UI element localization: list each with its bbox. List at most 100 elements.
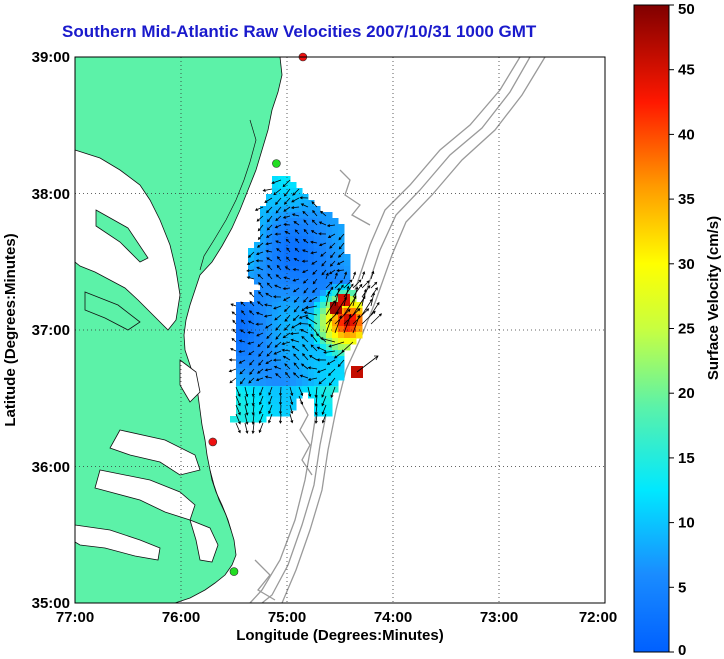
velocity-cell (296, 344, 303, 351)
velocity-arrow (293, 221, 300, 226)
velocity-cell (290, 302, 297, 309)
velocity-cell (296, 356, 303, 363)
velocity-cell (266, 314, 273, 321)
velocity-cell (296, 212, 303, 219)
velocity-arrow (314, 395, 318, 407)
velocity-cell (308, 362, 315, 369)
velocity-cell (308, 326, 315, 333)
velocity-cell (314, 224, 321, 231)
velocity-arrow (248, 310, 255, 316)
velocity-cell (290, 374, 297, 381)
velocity-arrow (273, 365, 282, 370)
velocity-arrow (256, 332, 264, 337)
velocity-cell (308, 296, 315, 303)
velocity-cell (308, 236, 315, 243)
velocity-arrow (244, 404, 249, 416)
velocity-cell (272, 308, 279, 315)
velocity-cell (254, 290, 261, 297)
velocity-cell (236, 368, 243, 375)
velocity-cell (314, 218, 321, 225)
velocity-cell (278, 410, 285, 417)
velocity-cell (284, 320, 291, 327)
velocity-arrow (301, 335, 309, 343)
velocity-cell (284, 296, 291, 303)
velocity-cell (278, 314, 285, 321)
velocity-arrow (274, 341, 282, 348)
velocity-cell (272, 320, 279, 327)
velocity-arrow (302, 353, 309, 361)
velocity-cell (326, 350, 333, 357)
velocity-arrow (257, 301, 264, 307)
velocity-cell (248, 344, 255, 351)
velocity-arrow (244, 413, 249, 425)
velocity-cell (266, 332, 273, 339)
velocity-cell (338, 230, 345, 237)
velocity-arrow (307, 366, 318, 370)
velocity-arrow (247, 331, 255, 335)
velocity-cell (284, 212, 291, 219)
velocity-arrow (283, 276, 291, 280)
velocity-cell (308, 314, 315, 321)
velocity-cell (338, 320, 345, 327)
velocity-cell (308, 218, 315, 225)
velocity-cell (254, 266, 261, 273)
velocity-arrow (352, 279, 362, 289)
velocity-cell (272, 188, 279, 195)
velocity-arrow (352, 308, 370, 325)
velocity-arrow (264, 303, 273, 307)
velocity-cell (326, 374, 333, 381)
velocity-cell (290, 290, 297, 297)
velocity-cell (260, 218, 267, 225)
velocity-arrow (338, 233, 345, 241)
velocity-arrow (307, 386, 312, 398)
velocity-arrow (293, 353, 300, 361)
y-tick-label: 36:00 (32, 459, 70, 476)
velocity-arrow (251, 422, 255, 435)
velocity-arrow (263, 314, 273, 318)
velocity-arrow (274, 224, 282, 229)
velocity-cell (320, 356, 327, 363)
velocity-arrow (247, 320, 255, 325)
velocity-cell (344, 314, 351, 321)
velocity-vectors (228, 179, 383, 435)
x-tick-label: 76:00 (162, 609, 200, 626)
velocity-cell (278, 386, 285, 393)
velocity-cell (290, 260, 297, 267)
velocity-cell (326, 338, 333, 345)
velocity-cell (314, 296, 321, 303)
velocity-cell (338, 254, 345, 261)
velocity-arrow (336, 260, 345, 265)
velocity-arrow (249, 291, 255, 298)
velocity-arrow (231, 311, 237, 316)
velocity-cell (308, 368, 315, 375)
velocity-cell (278, 266, 285, 273)
velocity-cell (308, 356, 315, 363)
velocity-cell (338, 236, 345, 243)
velocity-cell (308, 344, 315, 351)
velocity-arrow (361, 280, 370, 289)
velocity-cell (248, 266, 255, 273)
velocity-arrow (334, 272, 338, 280)
velocity-cell (308, 206, 315, 213)
velocity-cell (296, 194, 303, 201)
velocity-cell (320, 230, 327, 237)
velocity-arrow (258, 350, 264, 357)
x-tick-label: 75:00 (268, 609, 306, 626)
velocity-cell (332, 266, 339, 273)
velocity-arrow (279, 404, 283, 415)
velocity-cell (314, 362, 321, 369)
velocity-arrow (316, 346, 327, 352)
velocity-cell (248, 410, 255, 417)
velocity-cell (272, 296, 279, 303)
velocity-arrow (312, 269, 318, 275)
velocity-cell (236, 404, 243, 411)
velocity-arrow (265, 242, 273, 246)
velocity-arrow (266, 341, 273, 349)
velocity-arrow (293, 287, 300, 293)
velocity-cell (320, 242, 327, 249)
velocity-cell (260, 236, 267, 243)
velocity-cell (260, 248, 267, 255)
velocity-cell (236, 374, 243, 381)
velocity-arrow (343, 271, 348, 280)
velocity-arrow (247, 251, 255, 258)
